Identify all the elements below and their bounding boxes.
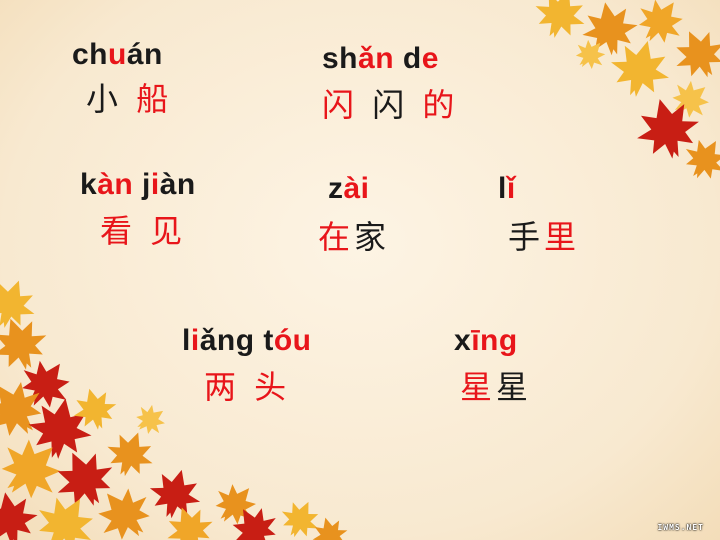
plain-segment: 手 [508,218,545,256]
highlighted-segment: 两 头 [204,368,291,406]
pinyin: lǐ [498,172,580,206]
highlighted-segment: 看 见 [100,212,187,250]
pinyin: kàn jiàn [80,168,196,202]
word-chuan: chuán 小 船 [72,38,172,120]
hanzi: 手里 [508,212,580,258]
highlighted-segment: 星 [460,368,497,406]
word-zai: zài 在家 [318,172,390,258]
plain-segment: j [133,168,151,201]
highlighted-segment: 里 [544,218,581,256]
highlighted-segment: i [150,168,160,201]
highlighted-segment: óu [273,324,312,357]
plain-segment: àn [159,168,196,201]
hanzi: 在家 [318,212,390,258]
plain-segment: d [394,42,422,75]
pinyin: zài [328,172,390,206]
hanzi: 闪 闪 的 [322,80,458,126]
plain-segment: 星 [496,368,533,406]
word-kanjian: kàn jiàn 看 见 [80,168,196,252]
pinyin: xīng [454,324,532,358]
highlighted-segment: 的 [422,86,459,124]
highlighted-segment: ǎn [358,42,395,75]
hanzi: 看 见 [100,206,196,252]
highlighted-segment: īng [471,324,518,357]
highlighted-segment: ài [343,172,370,205]
plain-segment: z [328,172,344,205]
watermark: IWMS.NET [657,523,704,532]
highlighted-segment: i [190,324,200,357]
plain-segment: 闪 [358,86,423,124]
word-liangtou: liǎng tóu 两 头 [182,324,312,408]
plain-segment: ch [72,38,109,71]
plain-segment: sh [322,42,359,75]
maple-leaf-icon [527,0,720,189]
plain-segment: k [80,168,98,201]
word-shande: shǎn de 闪 闪 的 [322,42,458,126]
plain-segment: 小 [86,80,137,118]
highlighted-segment: e [421,42,439,75]
plain-segment: ǎng t [199,324,274,357]
hanzi: 星星 [460,362,532,408]
plain-segment: 家 [354,218,391,256]
highlighted-segment: 船 [136,80,173,118]
pinyin: shǎn de [322,42,458,76]
highlighted-segment: 闪 [322,86,359,124]
plain-segment: án [126,38,163,71]
highlighted-segment: ǐ [506,172,516,205]
pinyin: chuán [72,38,172,72]
plain-segment: x [454,324,472,357]
plain-segment: l [182,324,191,357]
hanzi: 两 头 [204,362,312,408]
word-li: lǐ 手里 [498,172,580,258]
highlighted-segment: àn [97,168,134,201]
pinyin: liǎng tóu [182,324,312,358]
highlighted-segment: u [108,38,127,71]
word-xing: xīng 星星 [454,324,532,408]
highlighted-segment: 在 [318,218,355,256]
plain-segment: l [498,172,507,205]
hanzi: 小 船 [86,74,172,120]
